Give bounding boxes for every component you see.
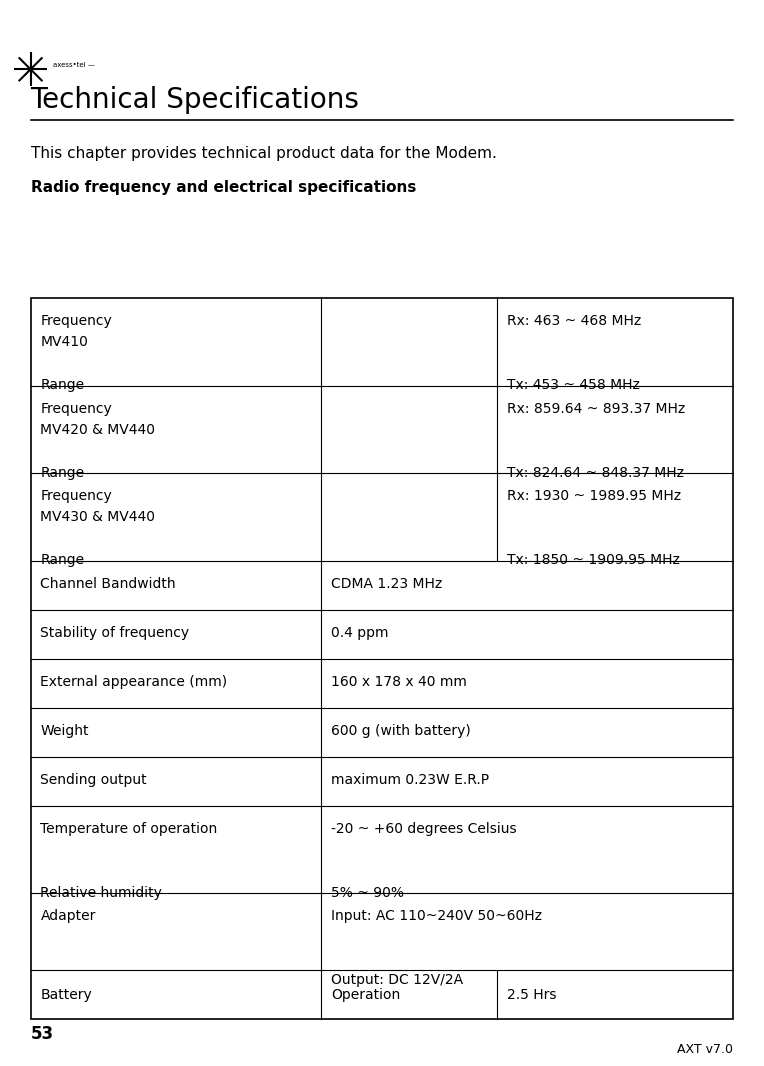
Text: MV420 & MV440: MV420 & MV440 <box>40 422 156 437</box>
Text: External appearance (mm): External appearance (mm) <box>40 675 228 689</box>
Text: Relative humidity: Relative humidity <box>40 886 163 900</box>
Text: Tx: 824.64 ~ 848.37 MHz: Tx: 824.64 ~ 848.37 MHz <box>507 466 684 480</box>
Text: 53: 53 <box>31 1024 53 1043</box>
Text: Operation: Operation <box>331 987 400 1002</box>
Text: Range: Range <box>40 553 85 567</box>
Text: 0.4 ppm: 0.4 ppm <box>331 626 388 640</box>
Text: 2.5 Hrs: 2.5 Hrs <box>507 987 556 1002</box>
Text: Rx: 859.64 ~ 893.37 MHz: Rx: 859.64 ~ 893.37 MHz <box>507 402 685 416</box>
Text: Range: Range <box>40 466 85 480</box>
Text: Output: DC 12V/2A: Output: DC 12V/2A <box>331 973 463 987</box>
Text: -20 ~ +60 degrees Celsius: -20 ~ +60 degrees Celsius <box>331 822 516 836</box>
Text: 160 x 178 x 40 mm: 160 x 178 x 40 mm <box>331 675 467 689</box>
Text: Stability of frequency: Stability of frequency <box>40 626 189 640</box>
Text: Frequency: Frequency <box>40 489 112 503</box>
Text: Tx: 453 ~ 458 MHz: Tx: 453 ~ 458 MHz <box>507 378 639 392</box>
Text: Range: Range <box>40 378 85 392</box>
Text: 5% ~ 90%: 5% ~ 90% <box>331 886 404 900</box>
Text: 600 g (with battery): 600 g (with battery) <box>331 724 471 738</box>
Text: Channel Bandwidth: Channel Bandwidth <box>40 577 176 591</box>
Text: Weight: Weight <box>40 724 89 738</box>
Text: AXT v7.0: AXT v7.0 <box>678 1043 733 1055</box>
Text: Adapter: Adapter <box>40 909 96 923</box>
Text: axess•tel —: axess•tel — <box>53 62 96 68</box>
Text: Radio frequency and electrical specifications: Radio frequency and electrical specifica… <box>31 180 416 195</box>
Text: This chapter provides technical product data for the Modem.: This chapter provides technical product … <box>31 146 497 161</box>
Text: Rx: 463 ~ 468 MHz: Rx: 463 ~ 468 MHz <box>507 314 641 328</box>
Text: Temperature of operation: Temperature of operation <box>40 822 218 836</box>
Text: Rx: 1930 ~ 1989.95 MHz: Rx: 1930 ~ 1989.95 MHz <box>507 489 681 503</box>
Text: Technical Specifications: Technical Specifications <box>31 86 359 114</box>
Text: CDMA 1.23 MHz: CDMA 1.23 MHz <box>331 577 442 591</box>
Text: maximum 0.23W E.R.P: maximum 0.23W E.R.P <box>331 773 489 787</box>
Text: Frequency: Frequency <box>40 314 112 328</box>
Text: Tx: 1850 ~ 1909.95 MHz: Tx: 1850 ~ 1909.95 MHz <box>507 553 679 567</box>
Bar <box>31 298 733 1019</box>
Text: MV410: MV410 <box>40 335 89 350</box>
Text: Frequency: Frequency <box>40 402 112 416</box>
Text: Input: AC 110~240V 50~60Hz: Input: AC 110~240V 50~60Hz <box>331 909 542 923</box>
Text: Sending output: Sending output <box>40 773 147 787</box>
Text: MV430 & MV440: MV430 & MV440 <box>40 510 156 524</box>
Text: Battery: Battery <box>40 987 92 1002</box>
